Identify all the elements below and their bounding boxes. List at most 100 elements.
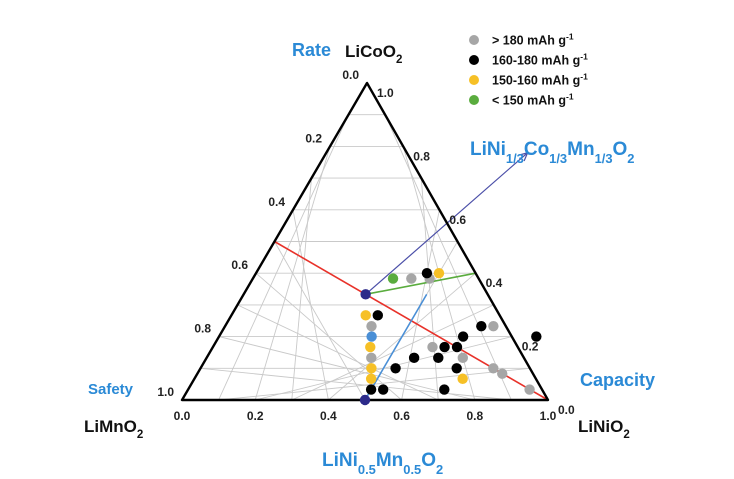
tick-label-left: 1.0 bbox=[157, 385, 174, 399]
data-point bbox=[366, 320, 377, 332]
vertex-linio2-part: 2 bbox=[623, 429, 629, 441]
data-point bbox=[433, 268, 445, 279]
data-point bbox=[439, 341, 450, 353]
series-line bbox=[365, 272, 476, 296]
data-point bbox=[406, 273, 417, 284]
data-point bbox=[390, 363, 401, 374]
tick-label-left: 0.0 bbox=[342, 68, 359, 82]
legend-label: < 150 mAh g-1 bbox=[492, 92, 574, 108]
legend-marker bbox=[469, 95, 479, 105]
tick-label-bottom: 0.2 bbox=[247, 409, 264, 423]
data-point bbox=[488, 363, 499, 374]
grid-line bbox=[420, 178, 439, 401]
property-capacity: Capacity bbox=[580, 370, 655, 390]
legend-label: 150-160 mAh g-1 bbox=[492, 72, 588, 88]
tick-label-left: 0.2 bbox=[305, 131, 322, 145]
data-point bbox=[524, 384, 535, 395]
data-point bbox=[457, 352, 469, 364]
nm-label-part: LiNi bbox=[322, 450, 358, 471]
data-point bbox=[531, 331, 542, 342]
data-point bbox=[366, 331, 377, 342]
tick-label-right: 0.2 bbox=[522, 340, 539, 354]
grid-line bbox=[218, 336, 475, 401]
data-point bbox=[497, 368, 508, 379]
property-rate-part: Rate bbox=[292, 40, 331, 60]
data-point bbox=[457, 373, 468, 384]
legend-label-sup: -1 bbox=[566, 32, 574, 42]
legend-label-text: 150-160 mAh g bbox=[492, 74, 580, 88]
legend-label-text: < 150 mAh g bbox=[492, 94, 566, 108]
grid-line bbox=[384, 114, 512, 401]
data-point bbox=[421, 268, 433, 279]
data-point bbox=[365, 341, 376, 353]
legend-label-text: > 180 mAh g bbox=[492, 34, 566, 48]
ncm-label-part: LiNi bbox=[470, 139, 506, 160]
vertex-linio2-part: LiNiO bbox=[578, 417, 623, 436]
ncm-label-part: 1/3 bbox=[549, 151, 567, 166]
series-line bbox=[364, 293, 428, 401]
data-point bbox=[365, 373, 377, 384]
vertex-licoo2: LiCoO2 bbox=[345, 42, 402, 66]
vertex-licoo2-part: LiCoO bbox=[345, 42, 396, 61]
tick-label-left: 0.6 bbox=[231, 258, 248, 272]
data-point bbox=[377, 384, 389, 395]
nm-label: LiNi0.5Mn0.5O2 bbox=[322, 450, 443, 477]
tick-label-right: 0.6 bbox=[449, 213, 466, 227]
grid-line bbox=[274, 241, 366, 401]
nm-label-part: 0.5 bbox=[403, 462, 421, 477]
property-capacity-part: Capacity bbox=[580, 370, 655, 390]
data-point bbox=[372, 310, 383, 321]
ncm-label-part: 1/3 bbox=[506, 151, 524, 166]
nm-label-part: 0.5 bbox=[358, 462, 376, 477]
legend-marker bbox=[469, 55, 479, 65]
ncm-label-part: Mn bbox=[567, 139, 594, 160]
data-points bbox=[359, 268, 542, 406]
ncm-label-part: Co bbox=[524, 139, 549, 160]
data-point bbox=[457, 331, 469, 342]
vertex-limno2: LiMnO2 bbox=[84, 417, 143, 441]
data-point bbox=[433, 352, 444, 364]
data-point bbox=[439, 384, 450, 395]
vertex-limno2-part: LiMnO bbox=[84, 417, 137, 436]
tick-labels: 0.0 0.2 0.4 0.6 0.8 1.00.00.20.40.60.81.01.00… bbox=[157, 68, 575, 423]
arrow-head bbox=[518, 151, 529, 162]
data-point bbox=[360, 289, 371, 300]
legend-marker bbox=[469, 75, 479, 85]
legend-label-sup: -1 bbox=[580, 52, 588, 62]
nm-label-part: O bbox=[421, 450, 436, 471]
grid-line bbox=[200, 367, 512, 401]
data-point bbox=[451, 363, 462, 374]
legend-label: 160-180 mAh g-1 bbox=[492, 52, 588, 68]
data-point bbox=[360, 310, 371, 321]
ncm-label: LiNi1/3Co1/3Mn1/3O2 bbox=[470, 139, 634, 166]
data-point bbox=[366, 363, 377, 374]
tick-label-bottom: 0.8 bbox=[466, 409, 483, 423]
legend-label-sup: -1 bbox=[566, 92, 574, 102]
tick-label-right: 0.4 bbox=[486, 276, 503, 290]
data-point bbox=[427, 341, 438, 353]
data-point bbox=[451, 341, 463, 353]
ncm-label-part: O bbox=[613, 139, 628, 160]
legend-label-sup: -1 bbox=[580, 72, 588, 82]
ncm-label-part: 2 bbox=[627, 151, 634, 166]
tick-label-bottom: 0.6 bbox=[393, 409, 410, 423]
property-safety: Safety bbox=[88, 381, 134, 398]
vertex-licoo2-part: 2 bbox=[396, 54, 402, 66]
legend-marker bbox=[469, 35, 479, 45]
data-point bbox=[366, 352, 377, 364]
property-rate: Rate bbox=[292, 40, 331, 60]
legend-label-text: 160-180 mAh g bbox=[492, 54, 580, 68]
data-point bbox=[488, 320, 499, 332]
tick-label-right: 0.8 bbox=[413, 149, 430, 163]
data-point bbox=[359, 394, 371, 406]
tick-label-bottom: 0.4 bbox=[320, 409, 337, 423]
vertex-limno2-part: 2 bbox=[137, 429, 143, 441]
data-point bbox=[476, 320, 487, 332]
grid-line bbox=[237, 304, 439, 401]
data-point bbox=[387, 273, 399, 284]
tick-label-right: 1.0 bbox=[377, 86, 394, 100]
legend-label: > 180 mAh g-1 bbox=[492, 32, 574, 48]
vertex-linio2: LiNiO2 bbox=[578, 417, 630, 441]
